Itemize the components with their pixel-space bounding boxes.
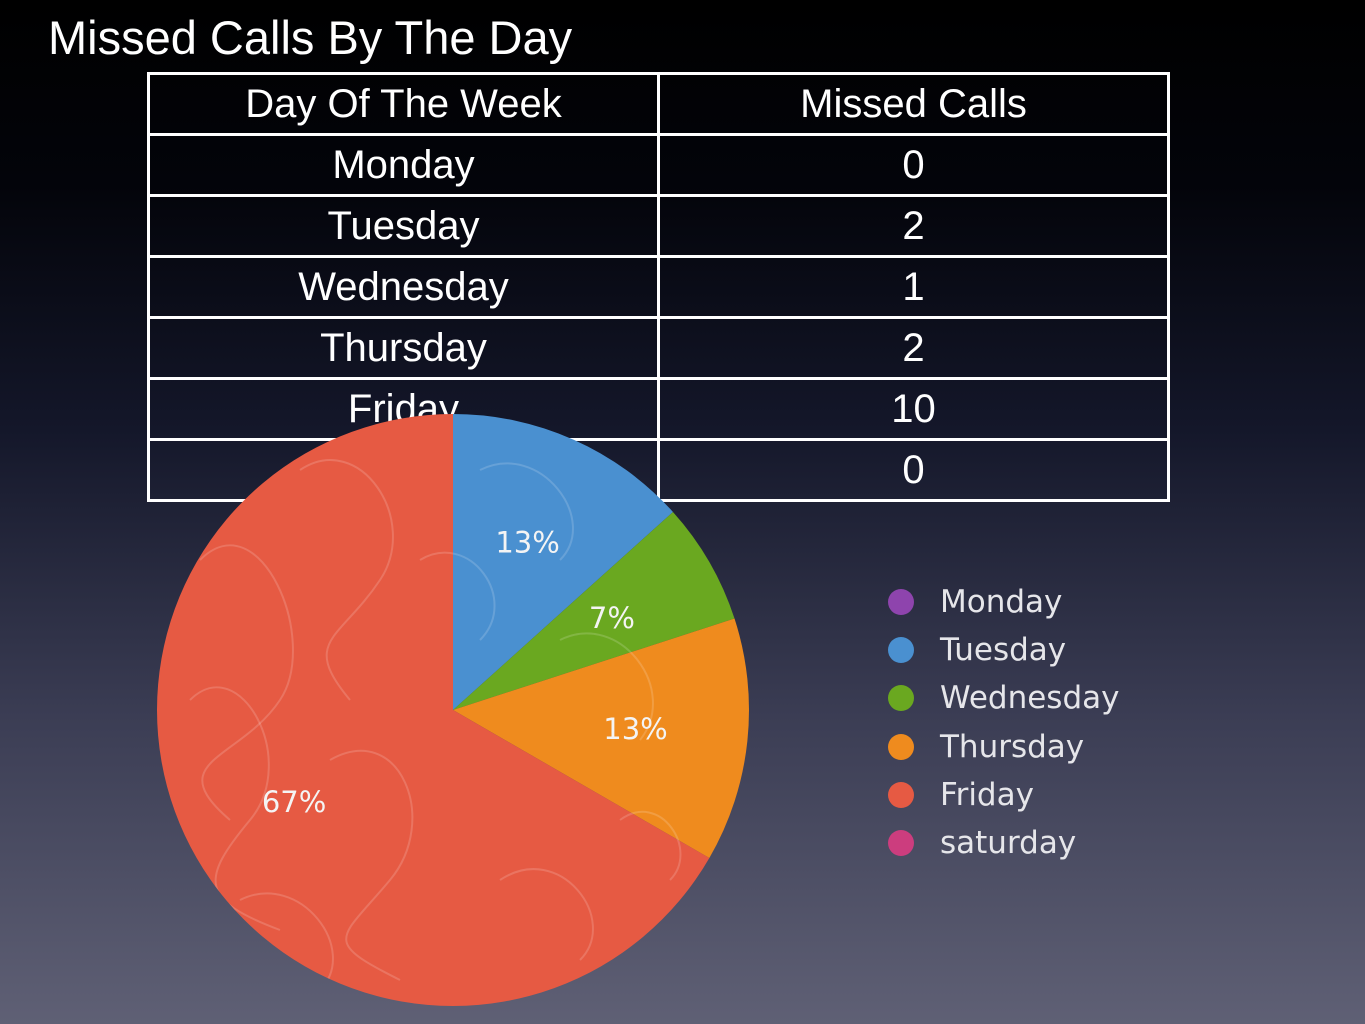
- table-row: Wednesday 1: [147, 255, 1170, 319]
- texture-stroke: [299, 459, 394, 701]
- pie-slice-wednesday: [453, 511, 735, 710]
- texture-stroke: [559, 632, 654, 741]
- legend-swatch: [888, 637, 914, 664]
- pie-slice-friday: [156, 414, 710, 1007]
- texture-stroke: [619, 811, 682, 881]
- cell-day: Monday: [147, 133, 660, 197]
- texture-stroke: [419, 551, 496, 641]
- legend-label: Wednesday: [940, 680, 1120, 717]
- legend-label: saturday: [940, 825, 1077, 862]
- table-row: Monday 0: [147, 133, 1170, 197]
- legend-item-tuesday: Tuesday: [888, 626, 1119, 674]
- legend-item-monday: Monday: [888, 578, 1119, 626]
- cell-calls: 2: [657, 316, 1170, 380]
- cell-day: Thursday: [147, 316, 660, 380]
- legend-label: Monday: [940, 584, 1063, 621]
- legend-swatch: [888, 589, 914, 616]
- table-header-row: Day Of The Week Missed Calls: [147, 72, 1170, 136]
- legend-swatch: [888, 830, 914, 857]
- table-row: Tuesday 2: [147, 194, 1170, 258]
- pie-slice-thursday: [453, 618, 749, 858]
- legend: Monday Tuesday Wednesday Thursday Friday satu…: [888, 578, 1119, 867]
- pie-labels: 13% 7% 13% 67%: [262, 525, 668, 819]
- slice-label-tuesday: 13%: [495, 525, 559, 559]
- slide-title: Missed Calls By The Day: [48, 11, 573, 64]
- texture-stroke: [239, 892, 334, 991]
- legend-label: Thursday: [940, 728, 1085, 765]
- table-row: Thursday 2: [147, 316, 1170, 380]
- pie-slice-tuesday: [453, 414, 673, 710]
- texture-stroke: [199, 544, 294, 821]
- cell-calls: 10: [657, 377, 1170, 441]
- cell-calls: 1: [657, 255, 1170, 319]
- legend-item-thursday: Thursday: [888, 723, 1119, 771]
- data-table: Day Of The Week Missed Calls Monday 0 Tu…: [147, 72, 1170, 502]
- cell-calls: 2: [657, 194, 1170, 258]
- slice-label-friday: 67%: [262, 785, 326, 819]
- slice-label-wednesday: 7%: [589, 601, 635, 635]
- legend-item-wednesday: Wednesday: [888, 674, 1119, 722]
- slice-label-thursday: 13%: [603, 712, 667, 746]
- legend-swatch: [888, 733, 914, 760]
- legend-item-saturday: saturday: [888, 819, 1119, 867]
- legend-label: Tuesday: [940, 632, 1067, 669]
- cell-calls: 0: [657, 133, 1170, 197]
- cell-day: Friday: [147, 377, 660, 441]
- legend-swatch: [888, 781, 914, 808]
- pie-slices: [156, 414, 749, 1007]
- legend-swatch: [888, 685, 914, 712]
- cell-day: Wednesday: [147, 255, 660, 319]
- texture-stroke: [479, 462, 574, 561]
- legend-item-friday: Friday: [888, 771, 1119, 819]
- cell-calls: 0: [657, 438, 1170, 502]
- texture-stroke: [329, 749, 414, 981]
- table-row: Friday 10: [147, 377, 1170, 441]
- header-day: Day Of The Week: [147, 72, 660, 136]
- header-missed-calls: Missed Calls: [657, 72, 1170, 136]
- cell-day: Tuesday: [147, 194, 660, 258]
- texture-stroke: [499, 868, 594, 961]
- legend-label: Friday: [940, 776, 1034, 813]
